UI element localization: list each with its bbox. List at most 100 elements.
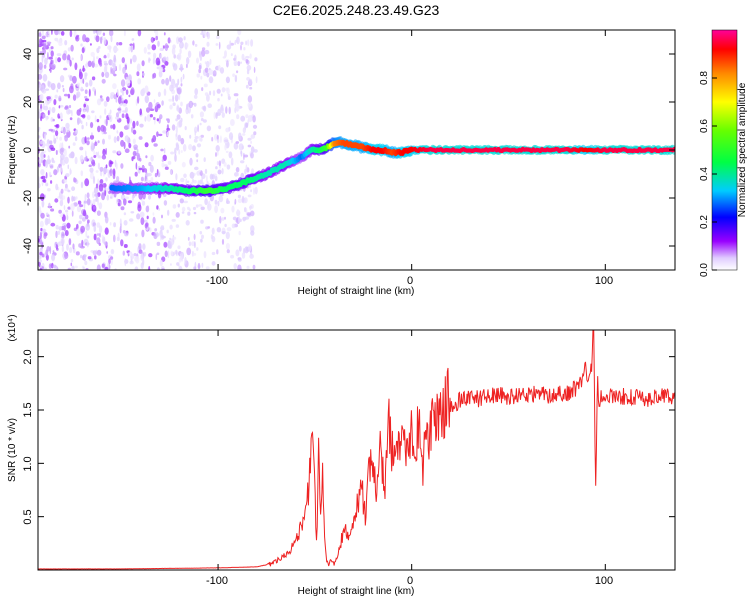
spectrogram-noise-cell — [144, 223, 148, 229]
spectrogram-noise-cell — [169, 237, 172, 241]
spectrogram-noise-cell — [40, 84, 45, 93]
spectrogram-noise-cell — [245, 114, 249, 119]
colorbar-tick-label: 0.0 — [699, 263, 710, 277]
spectrogram-noise-cell — [168, 98, 173, 102]
colorbar-label: Normalized spectral amplitude — [737, 82, 748, 217]
spectrogram-noise-cell — [254, 57, 258, 62]
spectrogram-noise-cell — [99, 179, 104, 184]
spectrogram-noise-cell — [43, 154, 46, 158]
spectrogram-noise-cell — [132, 150, 137, 157]
spectrogram-noise-cell — [39, 31, 41, 38]
spectrogram-noise-cell — [125, 76, 130, 80]
spectrogram-noise-cell — [81, 217, 86, 222]
spectrogram-noise-cell — [96, 249, 102, 256]
spectrogram-noise-cell — [64, 156, 69, 164]
spectrogram-noise-cell — [89, 157, 93, 162]
spectrogram-noise-cell — [41, 30, 45, 37]
spectrogram-noise-cell — [153, 231, 156, 237]
spectrogram-noise-cell — [38, 84, 42, 91]
spectrogram-noise-cell — [72, 75, 77, 84]
spectrogram-noise-cell — [150, 177, 154, 182]
spectrogram-noise-cell — [134, 266, 139, 270]
spectrogram-noise-cell — [219, 216, 222, 224]
spectrogram-noise-cell — [43, 133, 47, 140]
spectrogram-noise-cell — [80, 181, 84, 189]
spectrogram-noise-cell — [68, 247, 73, 253]
spectrogram-noise-cell — [138, 167, 143, 171]
spectrogram-noise-cell — [233, 60, 238, 66]
spectrogram-noise-cell — [38, 255, 42, 260]
spectrogram-noise-cell — [50, 117, 54, 123]
spectrogram-noise-cell — [185, 178, 188, 185]
spectrogram-noise-cell — [221, 168, 224, 175]
spectrogram-noise-cell — [144, 95, 149, 104]
spectrogram-noise-cell — [72, 94, 77, 101]
spectrogram-noise-cell — [69, 117, 73, 121]
spectrogram-noise-cell — [194, 43, 198, 47]
spectrogram-noise-cell — [39, 193, 45, 201]
spectrogram-noise-cell — [71, 109, 73, 117]
spectrogram-noise-cell — [217, 97, 220, 102]
spectrogram-noise-cell — [148, 101, 153, 110]
spectrogram-noise-cell — [122, 230, 126, 234]
spectrogram-noise-cell — [38, 111, 41, 119]
spectrogram-noise-cell — [243, 197, 248, 204]
spectrogram-noise-cell — [249, 205, 252, 211]
spectrogram-noise-cell — [155, 57, 161, 66]
spectrogram-noise-cell — [247, 39, 250, 46]
spectrogram-noise-cell — [83, 109, 86, 113]
snr-frame — [37, 329, 676, 571]
spectrogram-noise-cell — [199, 111, 204, 118]
spectrogram-noise-cell — [194, 136, 199, 139]
spectrogram-noise-cell — [247, 144, 252, 148]
spectrogram-panel: -100 0 100 Height of straight line (km) … — [7, 29, 676, 297]
spectrogram-noise-cell — [112, 123, 116, 130]
spectrogram-noise-cell — [238, 215, 241, 224]
spectrogram-noise-cell — [219, 135, 222, 144]
snr-y-tick-label: 1.5 — [22, 402, 34, 417]
spectrogram-noise-cell — [80, 225, 85, 233]
spectrogram-noise-cell — [104, 267, 109, 270]
spectrogram-noise-cell — [47, 51, 49, 60]
spectrogram-noise-cell — [38, 108, 43, 112]
spectrogram-noise-cell — [211, 136, 214, 142]
spectrogram-noise-cell — [250, 230, 255, 236]
spectrogram-noise-cell — [120, 239, 124, 247]
spectrogram-noise-cell — [198, 204, 203, 207]
spectrogram-noise-cell — [71, 210, 74, 217]
spectrogram-noise-cell — [250, 39, 254, 47]
spectrogram-noise-cell — [166, 127, 171, 131]
spectrogram-noise-cell — [166, 131, 169, 137]
spectrogram-noise-cell — [207, 203, 212, 211]
spectrogram-noise-cell — [65, 105, 69, 109]
spectrogram-noise-cell — [250, 152, 254, 159]
spectrogram-noise-cell — [148, 194, 151, 200]
spectrogram-noise-cell — [197, 124, 200, 133]
spectrogram-noise-cell — [108, 258, 111, 265]
spectrogram-noise-cell — [116, 42, 119, 46]
spectrogram-noise-cell — [67, 196, 70, 204]
spectrogram-noise-cell — [52, 118, 55, 122]
spectrogram-marks — [38, 30, 675, 270]
spectrogram-noise-cell — [59, 214, 64, 218]
spectrogram-noise-cell — [247, 95, 253, 103]
spectrogram-noise-cell — [91, 161, 96, 167]
spectrogram-noise-cell — [70, 203, 75, 211]
spectrogram-noise-cell — [135, 233, 138, 237]
spectrogram-noise-cell — [215, 152, 217, 157]
spectrogram-noise-cell — [228, 106, 231, 115]
spectrogram-noise-cell — [66, 243, 69, 251]
spectrogram-noise-cell — [45, 254, 49, 261]
spectrogram-noise-cell — [240, 150, 243, 155]
spectrogram-noise-cell — [68, 145, 71, 149]
spectrogram-noise-cell — [250, 134, 256, 139]
spectrogram-noise-cell — [221, 87, 226, 93]
spectrogram-noise-cell — [245, 59, 249, 64]
spectrogram-noise-cell — [171, 124, 176, 131]
spectrogram-noise-cell — [93, 55, 95, 64]
spectrogram-noise-cell — [86, 240, 89, 248]
spectrogram-noise-cell — [38, 126, 41, 130]
spectrogram-noise-cell — [139, 123, 144, 128]
spectrogram-noise-cell — [135, 162, 138, 170]
spectrogram-noise-cell — [94, 198, 98, 202]
